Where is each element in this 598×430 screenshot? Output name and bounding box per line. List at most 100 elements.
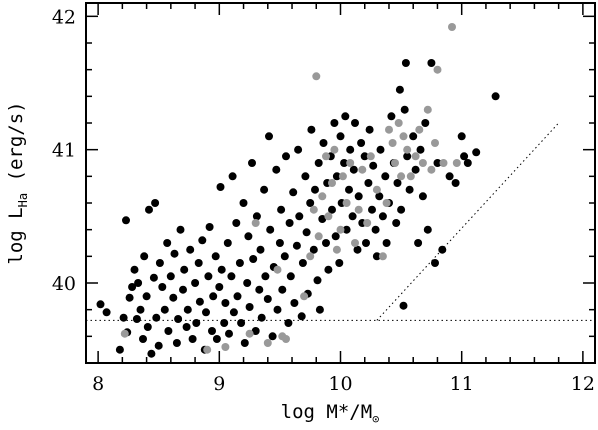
- data-point-black: [122, 216, 130, 225]
- data-point-black: [285, 219, 294, 227]
- data-point-black: [324, 265, 333, 274]
- data-point-black: [345, 185, 353, 194]
- data-points: [96, 23, 500, 358]
- data-point-black: [322, 239, 330, 247]
- data-point-black: [265, 132, 273, 141]
- y-tick-labels: 40 41 42: [52, 6, 76, 295]
- data-point-black: [115, 345, 124, 354]
- x-axis-label: log M*/M⊙: [281, 401, 380, 426]
- y-axis-label-sub: Ha: [16, 193, 30, 207]
- data-point-gray: [415, 125, 424, 134]
- data-point-black: [451, 179, 460, 187]
- data-point-black: [174, 315, 183, 323]
- data-point-black: [445, 172, 454, 181]
- data-point-black: [277, 205, 286, 214]
- data-point-gray: [328, 179, 336, 187]
- data-point-gray: [312, 72, 321, 81]
- data-point-gray: [391, 159, 399, 167]
- data-point-black: [140, 252, 149, 261]
- data-point-black: [342, 225, 351, 234]
- data-point-black: [132, 315, 141, 323]
- data-point-black: [491, 92, 500, 101]
- data-point-gray: [388, 139, 397, 147]
- data-point-black: [149, 273, 158, 282]
- data-point-black: [142, 292, 151, 301]
- data-point-gray: [431, 139, 439, 147]
- y-tick-label: 42: [52, 6, 76, 28]
- data-point-black: [134, 279, 143, 287]
- data-point-gray: [363, 219, 372, 227]
- data-point-black: [362, 239, 370, 247]
- data-point-black: [463, 159, 472, 167]
- data-point-black: [433, 159, 442, 167]
- data-point-black: [368, 205, 376, 214]
- data-point-gray: [273, 265, 282, 274]
- data-point-black: [183, 305, 192, 314]
- data-point-black: [268, 332, 277, 341]
- data-point-black: [191, 279, 200, 287]
- data-point-black: [307, 125, 316, 134]
- data-point-gray: [251, 219, 260, 227]
- data-point-black: [341, 112, 350, 121]
- data-point-black: [147, 349, 156, 358]
- data-point-black: [225, 329, 233, 338]
- data-point-black: [256, 245, 265, 254]
- x-axis-label-sub: ⊙: [372, 412, 379, 426]
- data-point-black: [248, 159, 256, 167]
- data-point-black: [192, 319, 201, 327]
- data-point-black: [400, 105, 409, 114]
- data-point-black: [233, 292, 242, 301]
- ticks: [86, 3, 595, 364]
- data-point-gray: [448, 23, 456, 31]
- data-point-gray: [245, 329, 254, 338]
- data-point-black: [211, 252, 220, 261]
- data-point-black: [255, 285, 264, 294]
- x-tick-label: 9: [213, 373, 225, 395]
- data-point-black: [227, 272, 236, 281]
- x-axis-label-main: log M*/M: [281, 401, 373, 423]
- data-point-black: [460, 152, 469, 161]
- data-point-black: [139, 335, 147, 343]
- y-tick-label: 41: [52, 140, 76, 162]
- data-point-black: [372, 252, 381, 261]
- data-point-black: [414, 239, 423, 247]
- data-point-black: [309, 245, 318, 254]
- data-point-black: [348, 212, 357, 221]
- data-point-black: [311, 185, 319, 194]
- data-point-gray: [358, 165, 367, 174]
- data-point-gray: [324, 212, 333, 221]
- data-point-gray: [423, 105, 432, 114]
- data-point-black: [421, 119, 430, 127]
- data-point-black: [188, 335, 197, 343]
- data-point-gray: [433, 65, 442, 74]
- data-point-black: [128, 283, 137, 291]
- data-point-black: [198, 236, 207, 245]
- data-point-black: [143, 323, 152, 331]
- data-point-black: [260, 185, 269, 194]
- data-point-black: [315, 305, 324, 314]
- data-point-black: [266, 225, 275, 234]
- data-point-black: [229, 308, 238, 317]
- data-point-black: [179, 285, 187, 294]
- data-point-black: [387, 112, 396, 121]
- data-point-black: [306, 199, 315, 207]
- data-point-gray: [452, 159, 461, 167]
- data-point-black: [263, 295, 272, 303]
- data-point-black: [154, 341, 163, 350]
- data-point-black: [346, 145, 355, 154]
- data-point-gray: [411, 152, 420, 161]
- data-point-black: [369, 161, 378, 170]
- data-point-black: [176, 225, 185, 234]
- data-point-black: [297, 312, 306, 321]
- data-point-black: [371, 225, 380, 234]
- data-point-black: [232, 219, 241, 227]
- data-point-black: [208, 327, 216, 335]
- data-point-black: [163, 239, 172, 247]
- data-point-gray: [403, 145, 412, 154]
- data-point-black: [438, 245, 447, 254]
- data-point-gray: [314, 232, 323, 241]
- data-point-gray: [338, 172, 347, 181]
- data-point-black: [401, 59, 410, 67]
- data-point-gray: [120, 329, 129, 338]
- data-point-black: [195, 297, 204, 306]
